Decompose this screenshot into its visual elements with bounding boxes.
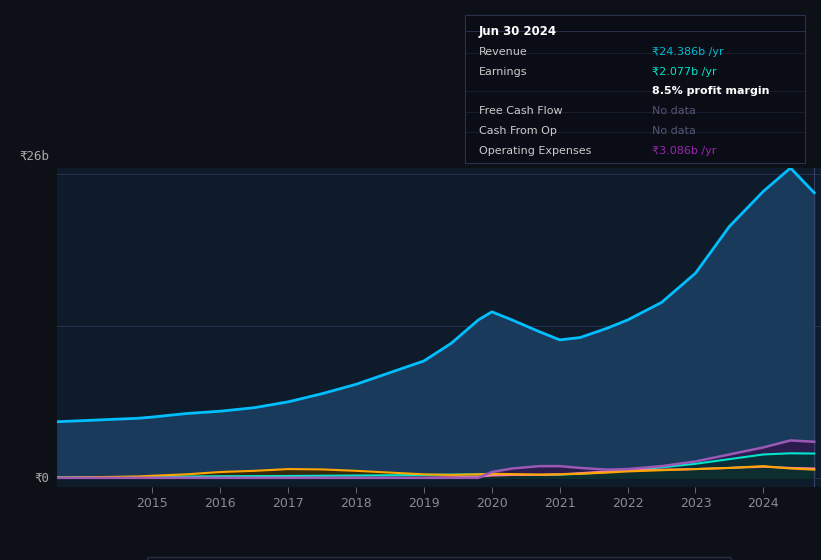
Text: ₹24.386b /yr: ₹24.386b /yr <box>652 47 723 57</box>
Text: Cash From Op: Cash From Op <box>479 126 557 136</box>
Text: ₹26b: ₹26b <box>19 150 49 162</box>
Text: ₹0: ₹0 <box>34 472 49 484</box>
Text: No data: No data <box>652 106 696 116</box>
Text: Revenue: Revenue <box>479 47 527 57</box>
Text: 8.5% profit margin: 8.5% profit margin <box>652 86 769 96</box>
Text: Operating Expenses: Operating Expenses <box>479 146 591 156</box>
Legend: Revenue, Earnings, Free Cash Flow, Cash From Op, Operating Expenses: Revenue, Earnings, Free Cash Flow, Cash … <box>147 557 732 560</box>
Text: Earnings: Earnings <box>479 67 527 77</box>
Text: ₹3.086b /yr: ₹3.086b /yr <box>652 146 717 156</box>
Text: Jun 30 2024: Jun 30 2024 <box>479 25 557 39</box>
Text: No data: No data <box>652 126 696 136</box>
Text: Free Cash Flow: Free Cash Flow <box>479 106 562 116</box>
Text: ₹2.077b /yr: ₹2.077b /yr <box>652 67 717 77</box>
